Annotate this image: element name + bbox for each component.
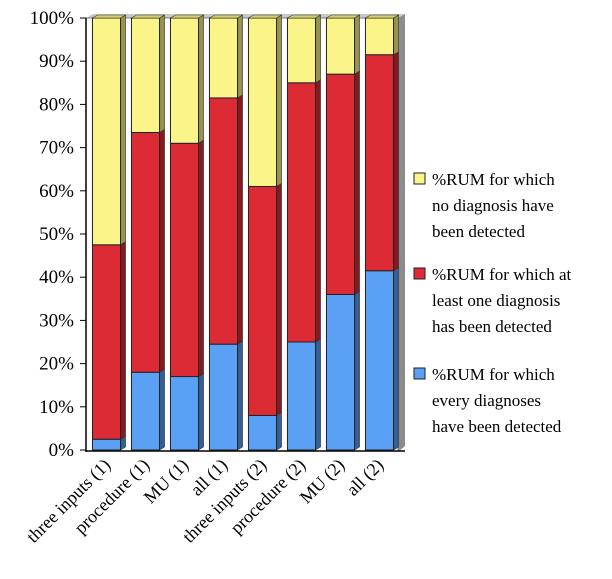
y-tick-label: 90%	[39, 51, 74, 72]
bar-segment-at-least-one-detected	[325, 73, 356, 295]
bar-segment-side	[315, 338, 321, 451]
x-category-label: all (2)	[342, 455, 388, 501]
y-tick-label: 20%	[39, 354, 74, 375]
bar-segment-side	[393, 51, 399, 272]
bar-segment-side	[198, 139, 204, 378]
bar-segment-side	[159, 368, 165, 451]
bar-segment-every-detected	[364, 270, 395, 451]
bar-segment-every-detected	[325, 293, 356, 451]
bar-top-cap	[169, 14, 205, 19]
legend-label: least one diagnosis	[432, 291, 560, 310]
bar-segment-at-least-one-detected	[208, 97, 239, 345]
bar-top-cap	[325, 14, 361, 19]
bar-segment-none-detected	[208, 17, 239, 99]
bar-segment-side	[198, 14, 204, 144]
bar-segment-side	[354, 14, 360, 75]
bar-segment-at-least-one-detected	[91, 244, 122, 440]
legend-label: no diagnosis have	[432, 196, 554, 215]
bar-segment-side	[315, 79, 321, 343]
y-axis-ticks: 0% 10% 20% 30% 40% 50% 60% 70% 80% 90% 100%	[30, 8, 86, 461]
y-tick-label: 80%	[39, 94, 74, 115]
y-tick-label: 50%	[39, 224, 74, 245]
bar-top-cap	[286, 14, 322, 19]
y-tick-label: 100%	[30, 8, 75, 29]
y-tick-label: 70%	[39, 138, 74, 159]
bar-segment-side	[237, 14, 243, 99]
bar-segment-none-detected	[325, 17, 356, 75]
plot-depth-right	[398, 14, 405, 452]
x-category-label: MU (2)	[296, 455, 349, 508]
bar-segment-side	[276, 411, 282, 451]
legend-label: %RUM for which	[432, 365, 555, 384]
bar-top-cap	[130, 14, 166, 19]
bar-segment-every-detected	[247, 414, 278, 451]
y-tick-label: 10%	[39, 397, 74, 418]
bar-segment-side	[120, 14, 126, 246]
bar-segment-at-least-one-detected	[247, 185, 278, 416]
bar-segment-side	[198, 373, 204, 451]
bar-segment-side	[315, 14, 321, 84]
plot-depth-top	[86, 14, 405, 18]
legend-label: have been detected	[432, 417, 562, 436]
bar-segment-none-detected	[130, 17, 161, 133]
legend-label: been detected	[432, 222, 525, 241]
bar-top-cap	[91, 14, 127, 19]
y-tick-label: 30%	[39, 310, 74, 331]
bars	[91, 14, 400, 451]
bar-segment-side	[159, 128, 165, 373]
bar-segment-none-detected	[91, 17, 122, 246]
bar-segment-every-detected	[286, 341, 317, 451]
bar-segment-every-detected	[91, 438, 122, 451]
bar-segment-every-detected	[169, 376, 200, 451]
bar-segment-side	[354, 290, 360, 451]
bar-segment-every-detected	[208, 343, 239, 451]
bar-segment-side	[354, 70, 360, 296]
legend: %RUM for which no diagnosis have been dete…	[413, 170, 572, 436]
legend-swatch	[413, 172, 426, 185]
bar-segment-side	[393, 14, 399, 56]
bar-top-cap	[364, 14, 400, 19]
bar-segment-side	[276, 182, 282, 416]
bar-top-cap	[208, 14, 244, 19]
y-tick-label: 0%	[49, 440, 75, 461]
y-tick-label: 60%	[39, 181, 74, 202]
bar-segment-at-least-one-detected	[130, 131, 161, 373]
bar-segment-none-detected	[247, 17, 278, 187]
bar-segment-side	[159, 14, 165, 134]
legend-swatch	[413, 267, 426, 280]
bar-segment-at-least-one-detected	[286, 82, 317, 343]
legend-label: every diagnoses	[432, 391, 541, 410]
bar-top-cap	[247, 14, 283, 19]
legend-label: %RUM for which	[432, 170, 555, 189]
bar-segment-side	[237, 94, 243, 345]
bar-segment-side	[393, 267, 399, 451]
bar-segment-side	[237, 340, 243, 451]
bar-segment-side	[276, 14, 282, 188]
legend-swatch	[413, 367, 426, 380]
bar-segment-at-least-one-detected	[169, 142, 200, 378]
bar-segment-none-detected	[364, 17, 395, 56]
bar-segment-every-detected	[130, 371, 161, 451]
bar-segment-at-least-one-detected	[364, 54, 395, 272]
legend-label: has been detected	[432, 317, 552, 336]
y-tick-label: 40%	[39, 267, 74, 288]
bar-segment-side	[120, 241, 126, 440]
bar-segment-none-detected	[286, 17, 317, 84]
bar-segment-none-detected	[169, 17, 200, 144]
x-axis-labels: three inputs (1)procedure (1)MU (1)all (…	[22, 455, 388, 548]
legend-label: %RUM for which at	[432, 265, 572, 284]
x-category-label: MU (1)	[140, 455, 193, 508]
